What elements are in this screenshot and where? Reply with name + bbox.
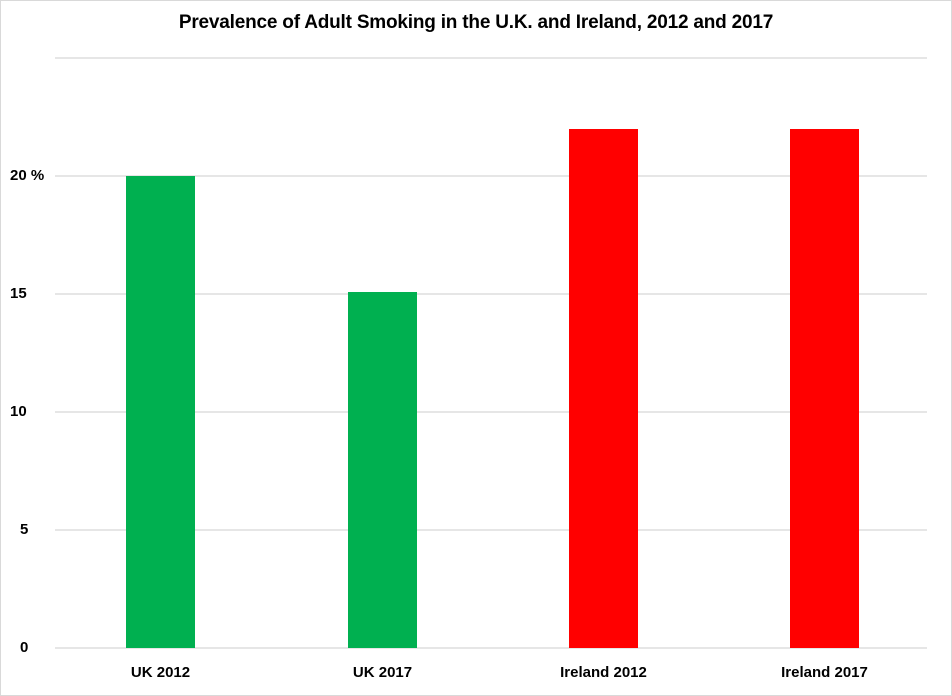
gridline	[55, 647, 927, 649]
bar	[569, 128, 638, 648]
gridline	[55, 529, 927, 531]
gridline	[55, 411, 927, 413]
bar	[348, 291, 417, 648]
bar	[126, 176, 195, 648]
x-tick-label: UK 2012	[130, 664, 191, 681]
y-tick-label: 0	[20, 639, 29, 656]
y-tick-label: 5	[20, 521, 29, 538]
gridline	[55, 293, 927, 295]
bar	[790, 128, 859, 648]
y-tick-label: 10	[10, 403, 27, 420]
x-tick-label: Ireland 2017	[781, 664, 868, 681]
chart-title: Prevalence of Adult Smoking in the U.K. …	[178, 12, 774, 33]
gridline	[55, 57, 927, 59]
plot-area	[55, 0, 927, 696]
x-tick-label: Ireland 2012	[560, 664, 647, 681]
y-tick-label: 15	[10, 285, 27, 302]
x-tick-label: UK 2017	[352, 664, 413, 681]
gridline	[55, 175, 927, 177]
y-tick-label: 20 %	[10, 167, 45, 184]
